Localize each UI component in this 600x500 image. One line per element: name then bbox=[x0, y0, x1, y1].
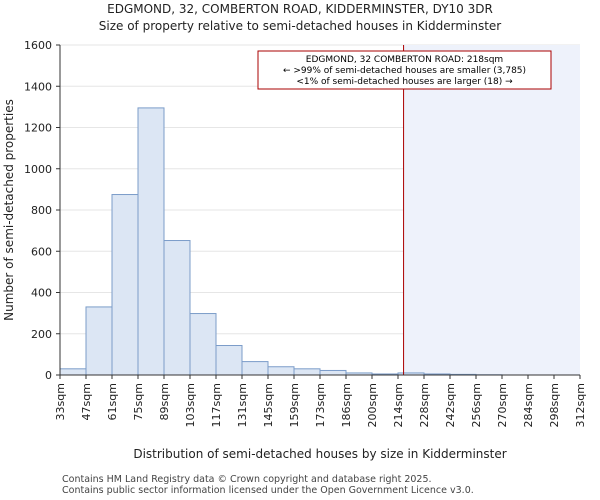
x-tick-label: 242sqm bbox=[444, 383, 457, 427]
bar bbox=[215, 345, 243, 376]
x-tick-label: 270sqm bbox=[496, 383, 509, 427]
chart-title: EDGMOND, 32, COMBERTON ROAD, KIDDERMINST… bbox=[107, 2, 493, 16]
bar bbox=[59, 368, 87, 376]
x-tick-label: 33sqm bbox=[54, 383, 67, 420]
x-tick-label: 89sqm bbox=[158, 383, 171, 420]
bar bbox=[319, 369, 347, 376]
annotation-smaller: ← >99% of semi-detached houses are small… bbox=[283, 66, 526, 76]
bar bbox=[189, 313, 217, 376]
x-tick-label: 284sqm bbox=[522, 383, 535, 427]
annotation-larger: <1% of semi-detached houses are larger (… bbox=[296, 77, 513, 87]
x-tick-label: 228sqm bbox=[418, 383, 431, 427]
bar bbox=[85, 306, 113, 376]
x-tick-label: 47sqm bbox=[80, 383, 93, 420]
x-tick-label: 186sqm bbox=[340, 383, 353, 427]
bar bbox=[137, 107, 165, 376]
x-tick-label: 312sqm bbox=[574, 383, 587, 427]
x-tick-label: 214sqm bbox=[392, 383, 405, 427]
x-tick-labels: 33sqm 47sqm 61sqm 75sqm 89sqm 103sqm 117sqm 131… bbox=[54, 375, 587, 427]
chart-subtitle: Size of property relative to semi-detach… bbox=[98, 19, 502, 33]
y-tick-label: 1000 bbox=[24, 163, 52, 176]
x-tick-label: 131sqm bbox=[236, 383, 249, 427]
footer-copyright: Contains HM Land Registry data © Crown c… bbox=[62, 474, 432, 485]
y-tick-label: 0 bbox=[45, 369, 52, 382]
x-tick-label: 103sqm bbox=[184, 383, 197, 427]
y-axis-label: Number of semi-detached properties bbox=[2, 99, 16, 321]
highlight-region bbox=[403, 45, 580, 375]
bar bbox=[163, 240, 191, 376]
x-tick-label: 61sqm bbox=[106, 383, 119, 420]
bar bbox=[241, 361, 269, 376]
y-tick-label: 200 bbox=[31, 328, 52, 341]
x-tick-label: 75sqm bbox=[132, 383, 145, 420]
y-tick-label: 800 bbox=[31, 204, 52, 217]
y-tick-label: 1600 bbox=[24, 39, 52, 52]
y-tick-label: 600 bbox=[31, 245, 52, 258]
y-tick-label: 1200 bbox=[24, 122, 52, 135]
bar bbox=[111, 194, 139, 376]
annotation-box: EDGMOND, 32 COMBERTON ROAD: 218sqm ← >99… bbox=[257, 50, 552, 90]
x-tick-label: 173sqm bbox=[314, 383, 327, 427]
x-tick-label: 298sqm bbox=[548, 383, 561, 427]
bar bbox=[267, 366, 295, 376]
y-tick-labels: 0 200 400 600 800 1000 1200 1400 1600 bbox=[24, 39, 60, 382]
x-axis-label: Distribution of semi-detached houses by … bbox=[133, 447, 506, 461]
y-tick-label: 1400 bbox=[24, 80, 52, 93]
x-tick-label: 200sqm bbox=[366, 383, 379, 427]
bar bbox=[293, 368, 321, 376]
x-tick-label: 256sqm bbox=[470, 383, 483, 427]
annotation-frame bbox=[257, 50, 552, 90]
x-tick-label: 117sqm bbox=[210, 383, 223, 427]
y-tick-label: 400 bbox=[31, 287, 52, 300]
footer-licence: Contains public sector information licen… bbox=[62, 485, 474, 496]
bars bbox=[59, 107, 503, 376]
x-tick-label: 145sqm bbox=[262, 383, 275, 427]
x-tick-label: 159sqm bbox=[288, 383, 301, 427]
annotation-title: EDGMOND, 32 COMBERTON ROAD: 218sqm bbox=[306, 55, 503, 65]
